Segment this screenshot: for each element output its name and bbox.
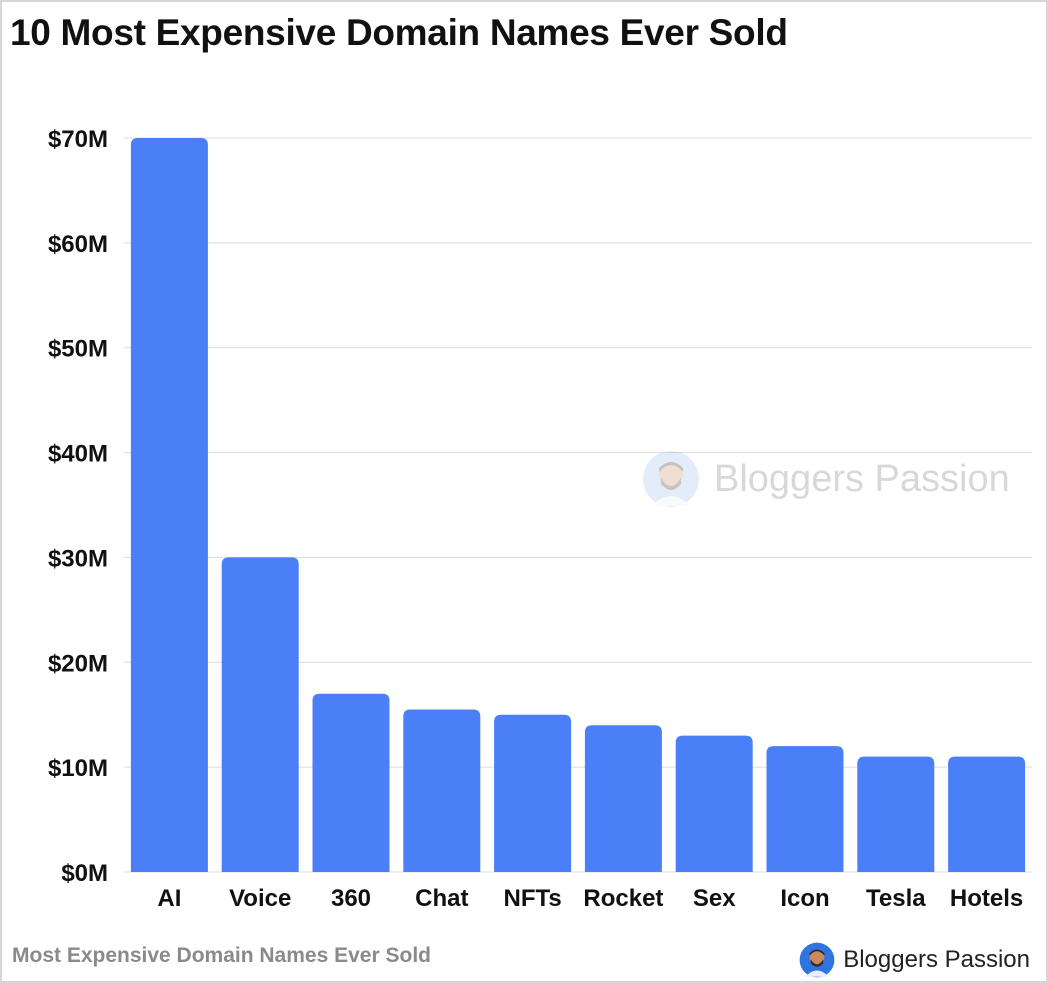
watermark-text: Bloggers Passion — [714, 457, 1010, 500]
brand-logo: Bloggers Passion — [799, 942, 1030, 978]
footer-caption: Most Expensive Domain Names Ever Sold — [12, 944, 431, 967]
y-tick-label: $60M — [48, 231, 108, 258]
y-tick-label: $70M — [48, 126, 108, 153]
bar-hotels — [948, 756, 1026, 872]
bar-rocket — [584, 725, 662, 872]
bar-ai — [130, 138, 208, 872]
x-tick-label: Rocket — [583, 885, 663, 912]
bar-sex — [675, 735, 753, 872]
x-tick-label: Chat — [415, 885, 468, 912]
x-tick-label: 360 — [331, 885, 371, 912]
x-tick-label: Icon — [780, 885, 829, 912]
watermark: Bloggers Passion — [642, 450, 1010, 508]
x-tick-label: NFTs — [503, 885, 561, 912]
x-tick-label: Tesla — [866, 885, 926, 912]
y-tick-label: $10M — [48, 755, 108, 782]
y-tick-label: $40M — [48, 441, 108, 468]
chart-title: 10 Most Expensive Domain Names Ever Sold — [10, 12, 788, 53]
y-tick-label: $30M — [48, 545, 108, 572]
y-tick-label: $0M — [61, 860, 108, 887]
bar-voice — [221, 557, 299, 872]
y-tick-label: $20M — [48, 650, 108, 677]
x-tick-label: Hotels — [950, 885, 1023, 912]
bar-360 — [312, 693, 390, 872]
x-tick-label: AI — [157, 885, 181, 912]
x-tick-label: Voice — [229, 885, 291, 912]
bar-nfts — [494, 714, 572, 872]
y-tick-label: $50M — [48, 336, 108, 363]
bar-chat — [403, 709, 481, 872]
brand-name: Bloggers Passion — [843, 946, 1030, 973]
bar-tesla — [857, 756, 935, 872]
bar-icon — [766, 746, 844, 872]
avatar-icon — [799, 942, 835, 978]
avatar-icon — [643, 451, 699, 507]
x-tick-label: Sex — [693, 885, 736, 912]
